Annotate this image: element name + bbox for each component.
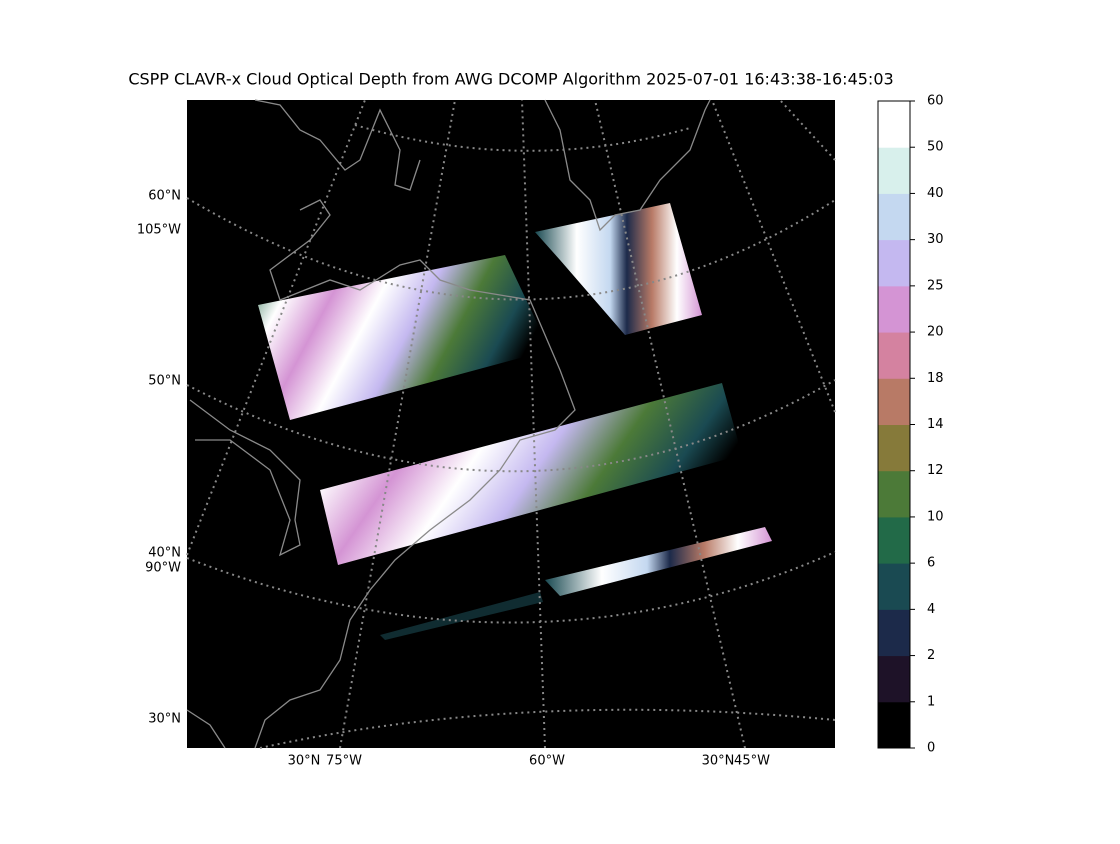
colorbar-tick-label: 30 [927, 232, 944, 247]
colorbar-segment [878, 332, 910, 379]
colorbar-segment [878, 101, 910, 148]
lat-lon-label: 45°W [734, 754, 770, 769]
colorbar-tick-label: 25 [927, 278, 944, 293]
colorbar-tick-label: 40 [927, 186, 944, 201]
colorbar-tick-label: 4 [927, 602, 935, 617]
colorbar-segment [878, 285, 910, 333]
coastlines [186, 99, 711, 749]
lat-lon-label: 30°N [288, 754, 321, 769]
lat-lon-label: 60°N [148, 189, 181, 204]
swath [258, 255, 550, 420]
colorbar-tick-label: 2 [927, 648, 935, 663]
colorbar-tick-label: 0 [927, 741, 935, 756]
colorbar-segment [878, 609, 910, 657]
colorbar-segment [878, 193, 910, 241]
colorbar-segment [878, 516, 910, 564]
colorbar-segment [878, 378, 910, 425]
lat-lon-label: 30°N [148, 712, 181, 727]
map-background [187, 100, 835, 748]
title: CSPP CLAVR-x Cloud Optical Depth from AW… [128, 70, 893, 89]
lat-lon-label: 40°N [148, 546, 181, 561]
lat-lon-label: 60°W [529, 754, 565, 769]
colorbar-segment [878, 655, 910, 703]
lat-lon-label: 30°N [702, 754, 735, 769]
colorbar-tick-label: 18 [927, 371, 944, 386]
swath [535, 203, 702, 335]
lat-lon-label: 90°W [145, 561, 181, 576]
colorbar-tick-label: 60 [927, 94, 944, 109]
colorbar-segment [878, 239, 910, 287]
colorbar-tick-label: 1 [927, 694, 935, 709]
swath [380, 592, 543, 640]
colorbar-tick-label: 20 [927, 325, 944, 340]
colorbar-tick-label: 14 [927, 417, 944, 432]
lat-lon-label: 75°W [326, 754, 362, 769]
graticule [186, 99, 836, 749]
colorbar-tick-label: 50 [927, 140, 944, 155]
colorbar-segment [878, 563, 910, 610]
swath [545, 527, 772, 596]
colorbar-segment [878, 424, 910, 472]
colorbar-segment [878, 701, 910, 749]
lat-lon-label: 50°N [148, 374, 181, 389]
colorbar-segment [878, 147, 910, 194]
colorbar-segment [878, 470, 910, 518]
map: 60°N 105°W 50°N 40°N90°W 30°N 30°N 75°W 60°W 30… [137, 99, 836, 769]
colorbar-tick-label: 12 [927, 463, 944, 478]
colorbar-tick-label: 6 [927, 556, 935, 571]
lat-lon-label: 105°W [137, 223, 181, 238]
colorbar-tick-label: 10 [927, 509, 944, 524]
swath [320, 383, 742, 565]
